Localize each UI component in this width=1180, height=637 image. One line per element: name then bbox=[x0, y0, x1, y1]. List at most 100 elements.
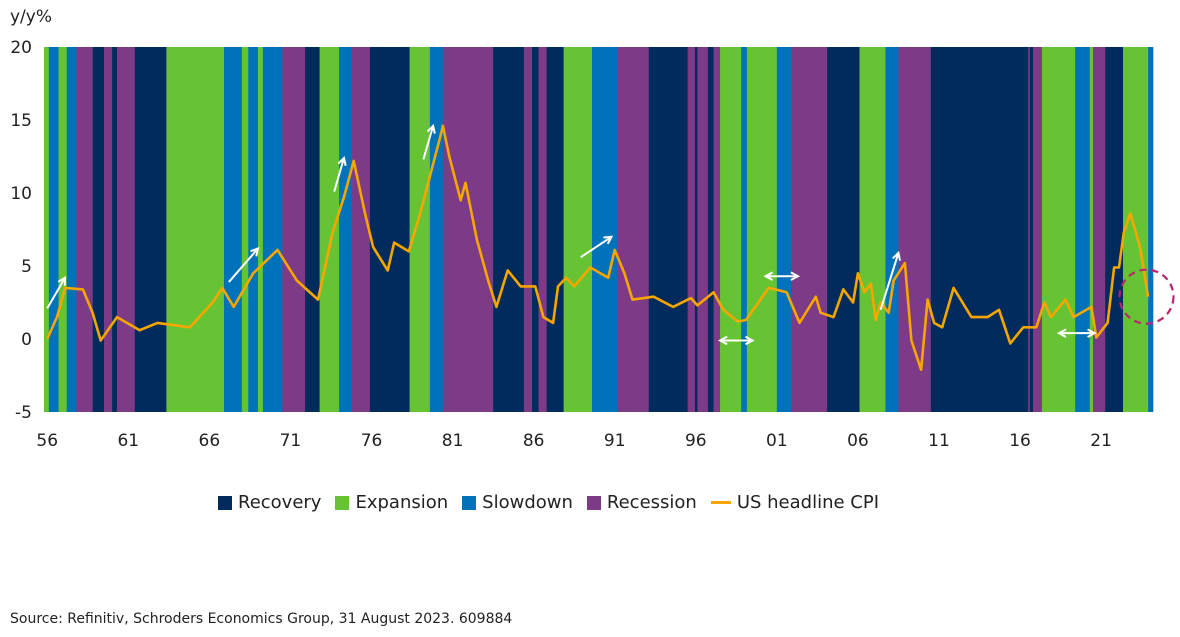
phase-band-recovery bbox=[532, 47, 539, 412]
phase-band-expansion bbox=[746, 47, 778, 412]
phase-band-recession bbox=[898, 47, 932, 412]
legend-label: Expansion bbox=[355, 492, 449, 513]
legend-item: Recession bbox=[586, 492, 697, 513]
arrowhead-icon bbox=[57, 275, 67, 286]
y-tick-label: 20 bbox=[10, 38, 32, 58]
up-arrow-icon bbox=[879, 250, 901, 311]
phase-band-recovery bbox=[546, 47, 564, 412]
legend-item: Slowdown bbox=[462, 492, 573, 513]
phase-band-recession bbox=[713, 47, 721, 412]
legend: Recovery Expansion Slowdown Recession US hea… bbox=[218, 492, 879, 513]
double-arrow-icon bbox=[1056, 328, 1097, 338]
cpi-line-layer bbox=[46, 124, 1150, 372]
legend-swatch bbox=[218, 495, 232, 510]
x-tick-label: 01 bbox=[766, 431, 788, 451]
phase-band-slowdown bbox=[1075, 47, 1091, 412]
phase-band-slowdown bbox=[592, 47, 619, 412]
arrow-shaft bbox=[228, 247, 259, 283]
phase-band-recovery bbox=[827, 47, 860, 412]
phase-band-slowdown bbox=[66, 47, 77, 412]
phase-band-recession bbox=[1093, 47, 1106, 412]
phase-band-recovery bbox=[707, 47, 714, 412]
cpi-business-cycle-chart: -5 0 5 10 15 20 56 61 66 71 76 81 86 91 96 01 06 11 16 21 y… bbox=[10, 7, 1175, 451]
arrowhead-icon bbox=[603, 235, 614, 245]
phase-band-expansion bbox=[859, 47, 886, 412]
phase-band-recession bbox=[442, 47, 494, 412]
legend-label: Recovery bbox=[238, 492, 322, 513]
phase-band-expansion bbox=[1089, 47, 1094, 412]
arrow-shaft bbox=[333, 157, 345, 192]
phase-band-recovery bbox=[134, 47, 167, 412]
phase-band-recovery bbox=[369, 47, 410, 412]
x-tick-label: 56 bbox=[36, 431, 58, 451]
arrow-shaft bbox=[580, 235, 613, 259]
y-tick-label: 10 bbox=[10, 184, 32, 204]
legend-label: US headline CPI bbox=[736, 492, 880, 513]
y-tick-label: 0 bbox=[21, 330, 32, 350]
phase-band-slowdown bbox=[339, 47, 353, 412]
phase-band-expansion bbox=[563, 47, 593, 412]
phase-band-expansion bbox=[44, 47, 50, 412]
phase-band-recovery bbox=[694, 47, 698, 412]
phase-band-expansion bbox=[166, 47, 225, 412]
phase-band-recession bbox=[687, 47, 696, 412]
phase-band-expansion bbox=[319, 47, 340, 412]
phase-band-slowdown bbox=[223, 47, 243, 412]
double-arrow-icon bbox=[718, 335, 755, 346]
phase-band-recession bbox=[538, 47, 547, 412]
arrowhead-icon bbox=[1087, 328, 1097, 338]
legend-swatch bbox=[710, 501, 731, 504]
phase-band-recovery bbox=[1105, 47, 1124, 412]
double-arrow-icon bbox=[763, 271, 801, 281]
legend-swatch bbox=[335, 495, 350, 510]
phase-band-slowdown bbox=[262, 47, 283, 412]
x-tick-label: 76 bbox=[361, 431, 383, 451]
phase-band-recession bbox=[352, 47, 371, 412]
x-tick-label: 61 bbox=[117, 431, 139, 451]
y-tick-label: 15 bbox=[10, 111, 32, 131]
phase-band-recovery bbox=[112, 47, 118, 412]
up-arrow-icon bbox=[580, 235, 614, 259]
phase-band-expansion bbox=[409, 47, 431, 412]
x-tick-label: 91 bbox=[604, 431, 626, 451]
phase-bands bbox=[44, 47, 1154, 412]
phase-band-recovery bbox=[305, 47, 320, 412]
phase-band-recession bbox=[523, 47, 533, 412]
arrowhead-icon bbox=[790, 271, 801, 281]
x-tick-label: 06 bbox=[847, 431, 869, 451]
phase-band-expansion bbox=[1041, 47, 1076, 412]
phase-band-recovery bbox=[648, 47, 688, 412]
legend-item: Expansion bbox=[335, 492, 448, 513]
phase-band-recession bbox=[282, 47, 306, 412]
up-arrow-icon bbox=[228, 246, 260, 283]
legend-item: US headline CPI bbox=[710, 492, 880, 513]
legend-item: Recovery bbox=[218, 492, 321, 513]
phase-band-slowdown bbox=[429, 47, 444, 412]
phase-band-slowdown bbox=[1148, 47, 1154, 412]
up-arrow-icon bbox=[422, 123, 436, 160]
phase-band-slowdown bbox=[776, 47, 792, 412]
x-tick-label: 16 bbox=[1009, 431, 1031, 451]
legend-swatch bbox=[462, 495, 477, 510]
phase-band-expansion bbox=[241, 47, 249, 412]
arrow-shaft bbox=[46, 277, 66, 309]
phase-band-recession bbox=[697, 47, 709, 412]
axes: -5 0 5 10 15 20 56 61 66 71 76 81 86 91 96 01 06 11 16 21 bbox=[10, 38, 1112, 451]
y-axis-label: y/y% bbox=[10, 7, 52, 27]
phase-band-recovery bbox=[493, 47, 525, 412]
phase-band-recession bbox=[791, 47, 828, 412]
phase-band-slowdown bbox=[48, 47, 59, 412]
x-tick-label: 96 bbox=[685, 431, 707, 451]
arrowhead-icon bbox=[718, 335, 728, 346]
x-tick-label: 66 bbox=[199, 431, 221, 451]
arrowhead-icon bbox=[745, 335, 755, 346]
arrow-shaft bbox=[422, 125, 435, 160]
phase-band-recession bbox=[617, 47, 650, 412]
phase-band-slowdown bbox=[741, 47, 748, 412]
phase-band-recovery bbox=[92, 47, 105, 412]
annotations bbox=[46, 123, 1175, 346]
legend-label: Slowdown bbox=[482, 492, 573, 513]
source-note: Source: Refinitiv, Schroders Economics G… bbox=[10, 611, 513, 627]
y-tick-label: 5 bbox=[21, 257, 32, 277]
x-tick-label: 81 bbox=[442, 431, 464, 451]
